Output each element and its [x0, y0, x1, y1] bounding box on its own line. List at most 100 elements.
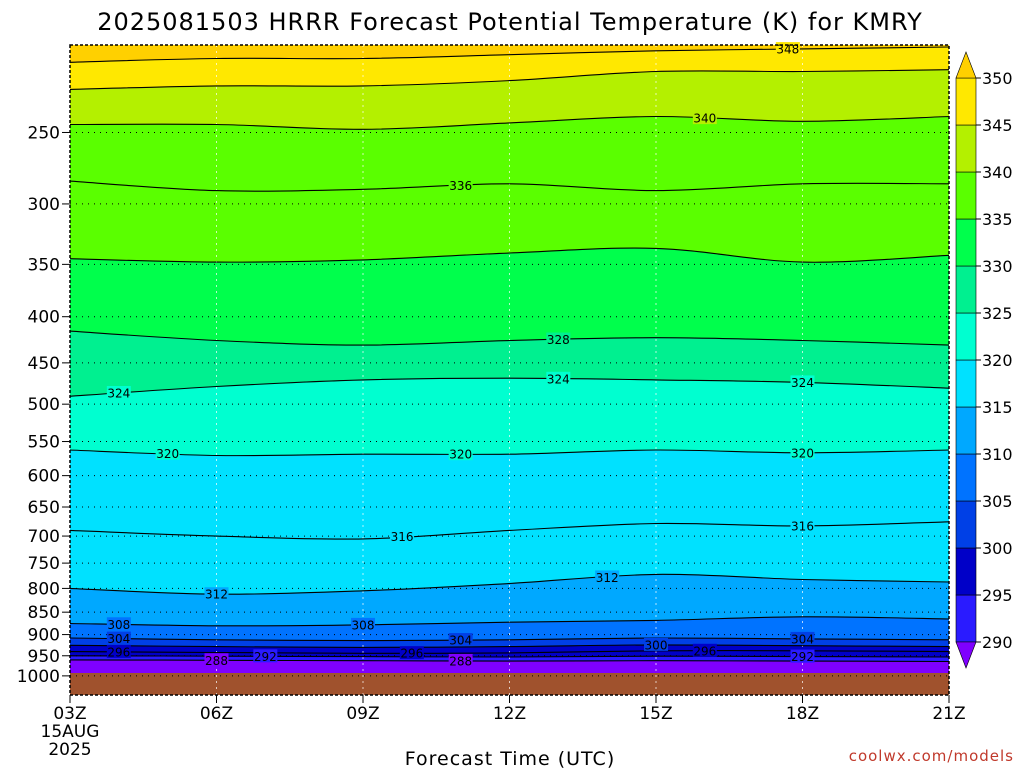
filled-contours [70, 45, 949, 695]
isentrope-300 [70, 644, 949, 648]
contour-label-bg [106, 644, 131, 658]
grid-lines [70, 45, 949, 695]
x-tick-label: 21Z [932, 704, 965, 724]
y-tick-label: 550 [28, 433, 60, 453]
colorbar-bin [955, 453, 977, 502]
isentrope-328 [70, 330, 949, 346]
x-tick-label: 09Z [346, 704, 379, 724]
colorbar-bin [955, 171, 977, 220]
contour-label-bg [692, 111, 717, 125]
x-tick-label: 15Z [639, 704, 672, 724]
colorbar-label: 310 [982, 445, 1013, 464]
contour-label: 288 [205, 654, 228, 668]
colorbar-label: 315 [982, 398, 1013, 417]
colorbar-bin [955, 547, 977, 596]
contour-label: 312 [205, 588, 228, 602]
y-tick-label: 450 [28, 354, 60, 374]
contour-label: 312 [596, 571, 619, 585]
contour-label: 300 [645, 638, 668, 652]
contour-label-bg [790, 445, 815, 459]
y-tick-label: 650 [28, 498, 60, 518]
x-start-year: 2025 [48, 740, 91, 760]
y-tick-label: 900 [28, 626, 60, 646]
colorbar-label: 305 [982, 492, 1013, 511]
x-axis: 03Z 06Z 09Z 12Z 15Z 18Z 21Z [53, 695, 966, 724]
contour-label: 292 [791, 650, 814, 664]
contour-labels: 348 340 336 328 324 324 324 320 320 320 316 316 312 3… [106, 42, 815, 668]
contour-label-bg [253, 649, 278, 663]
contour-label: 304 [791, 632, 814, 646]
contour-label: 336 [449, 179, 472, 193]
colorbar-label: 345 [982, 116, 1013, 135]
colorbar-bin [955, 312, 977, 361]
contour-label: 304 [449, 634, 472, 648]
y-tick-label: 750 [28, 554, 60, 574]
contour-label-bg [106, 386, 131, 400]
contour-label-bg [546, 371, 571, 385]
x-axis-label: Forecast Time (UTC) [405, 748, 615, 768]
contour-label: 296 [400, 647, 423, 661]
contour-label: 292 [254, 650, 277, 664]
colorbar-bin [955, 77, 977, 126]
y-tick-label: 500 [28, 395, 60, 415]
colorbar-bin [955, 124, 977, 173]
y-tick-label: 300 [28, 195, 60, 215]
contour-label-bg [692, 643, 717, 657]
contour-label: 324 [547, 372, 570, 386]
isentrope-344 [70, 69, 949, 90]
y-tick-label: 250 [28, 123, 60, 143]
credit-text: coolwx.com/models [849, 747, 1014, 765]
contour-label-bg [106, 631, 131, 645]
y-tick-label: 950 [28, 647, 60, 667]
ground-fill [70, 673, 949, 695]
colorbar-label: 295 [982, 586, 1013, 605]
colorbar-label: 330 [982, 257, 1013, 276]
contour-label-bg [399, 646, 424, 660]
colorbar-label: 320 [982, 351, 1013, 370]
contour-label: 320 [791, 446, 814, 460]
isentrope-336 [70, 180, 949, 192]
y-tick-label: 850 [28, 603, 60, 623]
contour-label: 304 [107, 632, 130, 646]
contour-label-bg [595, 570, 620, 584]
contour-label-bg [448, 653, 473, 667]
contour-label-bg [448, 178, 473, 192]
contour-label-bg [790, 649, 815, 663]
x-tick-label: 12Z [493, 704, 526, 724]
isentrope-340 [70, 115, 949, 130]
colorbar-bin [955, 406, 977, 455]
contour-label-bg [448, 633, 473, 647]
contour-label-bg [106, 617, 131, 631]
contour-label: 316 [391, 530, 414, 544]
contour-label: 296 [693, 644, 716, 658]
colorbar-bin [955, 359, 977, 408]
contour-label-bg [644, 637, 668, 651]
y-axis: 250 300 350 400 450 500 550 600 650 700 750 800 850 9… [17, 123, 70, 687]
y-tick-label: 800 [28, 579, 60, 599]
contour-label-bg [790, 631, 815, 645]
contour-label-bg [790, 518, 815, 532]
plot-frame [69, 44, 950, 696]
colorbar-label: 325 [982, 304, 1013, 323]
x-tick-label: 03Z [53, 704, 86, 724]
colorbar-bin [955, 500, 977, 549]
x-tick-label: 06Z [200, 704, 233, 724]
contour-label: 340 [693, 112, 716, 126]
isentrope-332 [70, 247, 949, 263]
contour-label: 316 [791, 519, 814, 533]
isentrope-348 [70, 46, 949, 63]
contour-label-bg [204, 653, 229, 667]
below-ground-area [70, 673, 949, 695]
y-tick-label: 400 [28, 308, 60, 328]
isentrope-308 [70, 616, 949, 627]
colorbar-label: 340 [982, 163, 1013, 182]
y-tick-label: 1000 [17, 667, 60, 687]
colorbar-max-arrow [955, 51, 977, 79]
contour-label: 308 [352, 618, 375, 632]
colorbar-min-arrow [955, 641, 977, 669]
y-tick-label: 600 [28, 467, 60, 487]
colorbar-bin [955, 265, 977, 314]
contour-label-bg [351, 617, 375, 631]
contour-label: 288 [449, 654, 472, 668]
contour-label-bg [546, 332, 571, 346]
